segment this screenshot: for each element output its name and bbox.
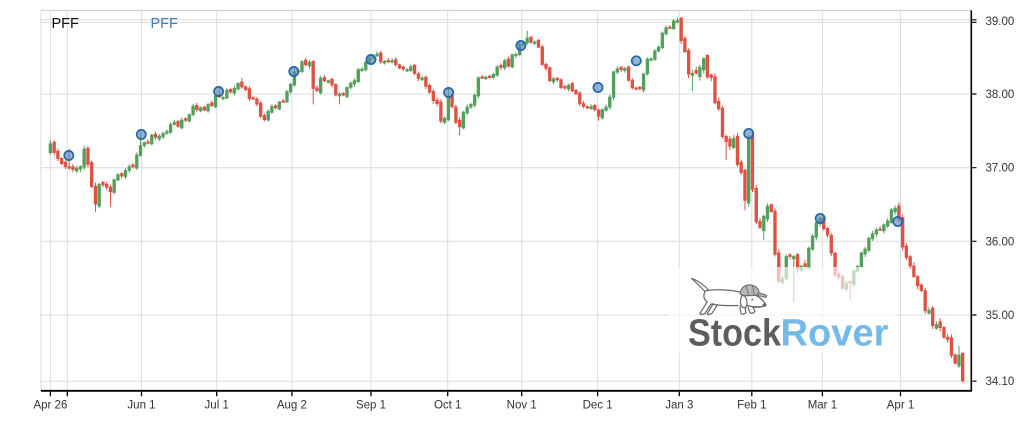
svg-text:Aug 2: Aug 2 bbox=[277, 400, 307, 412]
svg-text:39.00: 39.00 bbox=[986, 16, 1015, 28]
svg-text:Apr 26: Apr 26 bbox=[33, 400, 67, 412]
svg-text:37.00: 37.00 bbox=[986, 163, 1015, 175]
svg-text:36.00: 36.00 bbox=[986, 236, 1015, 248]
svg-text:Jul 1: Jul 1 bbox=[205, 400, 229, 412]
svg-text:38.00: 38.00 bbox=[986, 89, 1015, 101]
svg-text:Sep 1: Sep 1 bbox=[356, 400, 386, 412]
svg-text:Mar 1: Mar 1 bbox=[808, 400, 837, 412]
svg-text:Dec 1: Dec 1 bbox=[583, 400, 613, 412]
svg-text:34.10: 34.10 bbox=[986, 376, 1015, 388]
svg-text:Jan 3: Jan 3 bbox=[665, 400, 693, 412]
svg-text:PFF: PFF bbox=[151, 16, 179, 32]
svg-text:Jun 1: Jun 1 bbox=[127, 400, 155, 412]
svg-text:Stock: Stock bbox=[688, 313, 782, 355]
svg-text:35.00: 35.00 bbox=[986, 310, 1015, 322]
svg-text:Apr 1: Apr 1 bbox=[887, 400, 915, 412]
svg-text:Feb 1: Feb 1 bbox=[737, 400, 766, 412]
svg-text:Oct 1: Oct 1 bbox=[434, 400, 461, 412]
svg-text:PFF: PFF bbox=[52, 16, 80, 32]
svg-text:Nov 1: Nov 1 bbox=[507, 400, 537, 412]
svg-text:Rover: Rover bbox=[781, 313, 889, 355]
